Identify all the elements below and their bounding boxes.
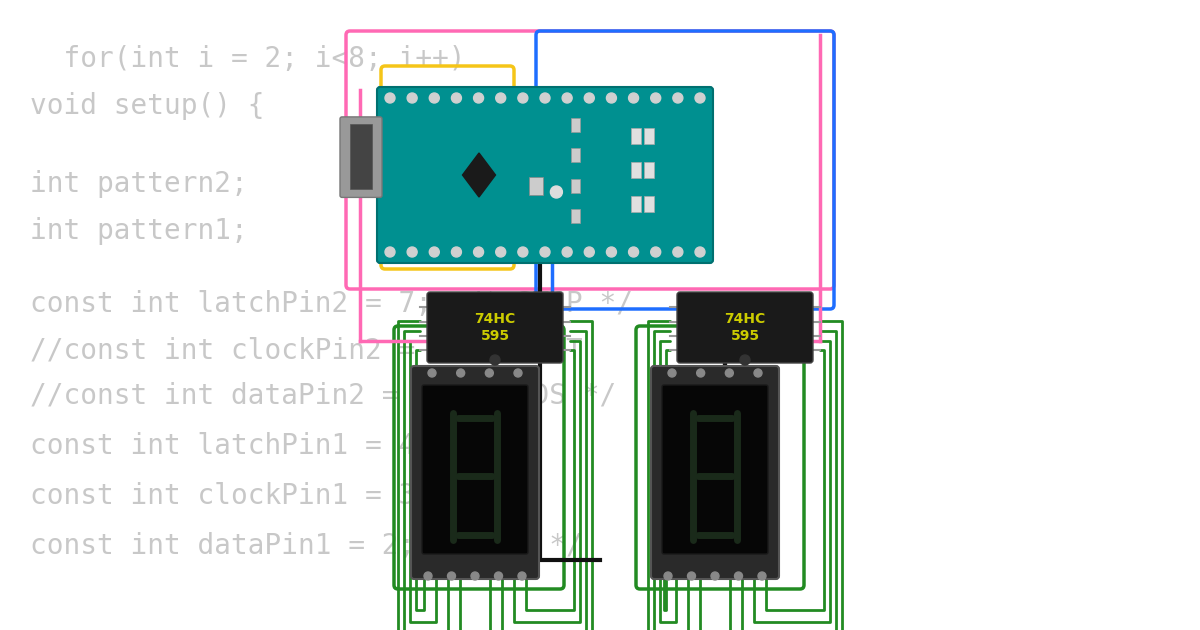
FancyBboxPatch shape bbox=[427, 292, 563, 363]
Bar bbox=[643, 161, 654, 178]
Circle shape bbox=[385, 247, 395, 257]
Circle shape bbox=[496, 93, 505, 103]
Text: //const int dataPin2 = 5;  /* DS */: //const int dataPin2 = 5; /* DS */ bbox=[30, 382, 617, 410]
Bar bbox=[571, 209, 581, 224]
Circle shape bbox=[518, 572, 526, 580]
Text: const int dataPin1 = 2;  /* DS */: const int dataPin1 = 2; /* DS */ bbox=[30, 532, 583, 560]
Text: //const int clockPin2 = 6;  /* ST: //const int clockPin2 = 6; /* ST bbox=[30, 337, 583, 365]
Circle shape bbox=[428, 369, 436, 377]
Text: 74HC
595: 74HC 595 bbox=[474, 312, 516, 343]
Circle shape bbox=[584, 247, 594, 257]
Circle shape bbox=[424, 572, 432, 580]
Circle shape bbox=[551, 186, 563, 198]
Circle shape bbox=[407, 247, 418, 257]
Circle shape bbox=[710, 572, 719, 580]
FancyBboxPatch shape bbox=[677, 292, 814, 363]
Circle shape bbox=[540, 247, 550, 257]
Circle shape bbox=[562, 247, 572, 257]
Circle shape bbox=[695, 93, 706, 103]
Bar bbox=[643, 127, 654, 144]
Bar bbox=[631, 161, 641, 178]
Circle shape bbox=[629, 247, 638, 257]
Circle shape bbox=[562, 93, 572, 103]
Circle shape bbox=[606, 247, 617, 257]
Circle shape bbox=[485, 369, 493, 377]
Circle shape bbox=[514, 369, 522, 377]
Circle shape bbox=[668, 369, 676, 377]
Bar bbox=[528, 178, 542, 195]
FancyBboxPatch shape bbox=[662, 385, 768, 554]
FancyBboxPatch shape bbox=[340, 117, 382, 197]
Bar bbox=[571, 118, 581, 132]
Polygon shape bbox=[462, 153, 496, 197]
FancyBboxPatch shape bbox=[377, 87, 713, 263]
Text: const int latchPin2 = 7;  /* STCP */: const int latchPin2 = 7; /* STCP */ bbox=[30, 290, 634, 318]
Circle shape bbox=[470, 572, 479, 580]
Circle shape bbox=[695, 247, 706, 257]
Circle shape bbox=[584, 93, 594, 103]
Circle shape bbox=[758, 572, 766, 580]
Circle shape bbox=[518, 93, 528, 103]
Text: const int clockPin1 = 3;: const int clockPin1 = 3; bbox=[30, 482, 432, 510]
FancyBboxPatch shape bbox=[650, 366, 779, 579]
Circle shape bbox=[518, 247, 528, 257]
Circle shape bbox=[430, 93, 439, 103]
Text: int pattern2;: int pattern2; bbox=[30, 170, 247, 198]
Text: for(int i = 2; i<8; i++): for(int i = 2; i<8; i++) bbox=[30, 45, 466, 73]
Bar bbox=[571, 179, 581, 193]
Circle shape bbox=[629, 93, 638, 103]
Circle shape bbox=[734, 572, 743, 580]
FancyBboxPatch shape bbox=[422, 385, 528, 554]
Circle shape bbox=[664, 572, 672, 580]
Text: int pattern1;: int pattern1; bbox=[30, 217, 247, 245]
Text: void setup() {: void setup() { bbox=[30, 92, 264, 120]
Circle shape bbox=[697, 369, 704, 377]
Circle shape bbox=[474, 93, 484, 103]
Circle shape bbox=[688, 572, 696, 580]
Circle shape bbox=[474, 247, 484, 257]
Circle shape bbox=[494, 572, 503, 580]
Circle shape bbox=[448, 572, 456, 580]
Circle shape bbox=[457, 369, 464, 377]
Circle shape bbox=[451, 93, 462, 103]
Circle shape bbox=[673, 247, 683, 257]
Circle shape bbox=[606, 93, 617, 103]
Circle shape bbox=[451, 247, 462, 257]
Circle shape bbox=[725, 369, 733, 377]
Bar bbox=[643, 195, 654, 212]
FancyBboxPatch shape bbox=[410, 366, 539, 579]
Bar bbox=[631, 127, 641, 144]
Circle shape bbox=[430, 247, 439, 257]
Circle shape bbox=[540, 93, 550, 103]
Circle shape bbox=[740, 355, 750, 365]
Circle shape bbox=[496, 247, 505, 257]
Text: const int latchPin1 = 4;  /*: const int latchPin1 = 4; /* bbox=[30, 432, 499, 460]
Circle shape bbox=[385, 93, 395, 103]
Bar bbox=[350, 124, 372, 188]
Circle shape bbox=[754, 369, 762, 377]
Bar bbox=[631, 195, 641, 212]
Text: 74HC
595: 74HC 595 bbox=[725, 312, 766, 343]
Circle shape bbox=[673, 93, 683, 103]
Circle shape bbox=[407, 93, 418, 103]
Bar bbox=[571, 148, 581, 162]
Circle shape bbox=[650, 93, 661, 103]
Circle shape bbox=[650, 247, 661, 257]
Circle shape bbox=[490, 355, 500, 365]
